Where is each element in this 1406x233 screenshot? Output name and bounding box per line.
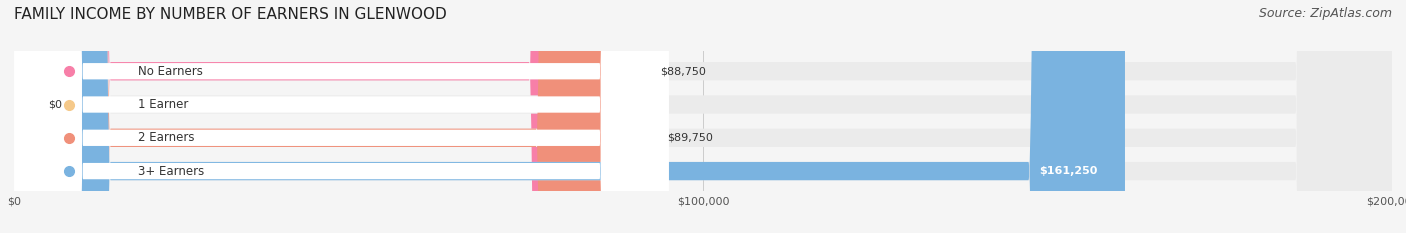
FancyBboxPatch shape [14, 0, 669, 233]
FancyBboxPatch shape [14, 0, 1125, 233]
Text: $88,750: $88,750 [659, 66, 706, 76]
Text: $89,750: $89,750 [666, 133, 713, 143]
Text: $161,250: $161,250 [1039, 166, 1098, 176]
Text: $0: $0 [48, 99, 62, 110]
FancyBboxPatch shape [14, 0, 633, 233]
Text: No Earners: No Earners [138, 65, 202, 78]
FancyBboxPatch shape [14, 0, 1392, 233]
Text: Source: ZipAtlas.com: Source: ZipAtlas.com [1258, 7, 1392, 20]
FancyBboxPatch shape [14, 0, 626, 233]
FancyBboxPatch shape [14, 0, 669, 233]
Text: 2 Earners: 2 Earners [138, 131, 194, 144]
Text: FAMILY INCOME BY NUMBER OF EARNERS IN GLENWOOD: FAMILY INCOME BY NUMBER OF EARNERS IN GL… [14, 7, 447, 22]
Text: 3+ Earners: 3+ Earners [138, 164, 204, 178]
Text: 1 Earner: 1 Earner [138, 98, 188, 111]
FancyBboxPatch shape [14, 0, 669, 233]
FancyBboxPatch shape [14, 0, 669, 233]
FancyBboxPatch shape [14, 0, 1392, 233]
FancyBboxPatch shape [14, 0, 1392, 233]
FancyBboxPatch shape [14, 0, 1392, 233]
